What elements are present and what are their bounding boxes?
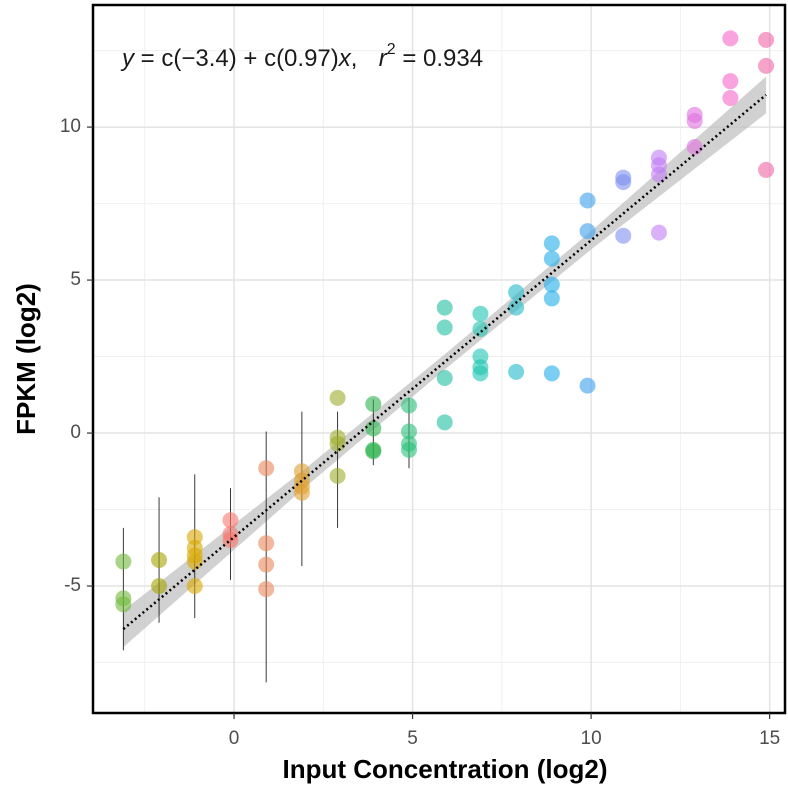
fit-line: [122, 93, 767, 631]
point: [222, 512, 239, 529]
point: [579, 377, 596, 394]
annotation-part: = 0.934: [396, 45, 483, 72]
confidence-band: [123, 76, 767, 648]
point: [615, 227, 632, 244]
point: [436, 369, 453, 386]
point: [436, 414, 453, 431]
point: [650, 166, 667, 183]
point: [543, 250, 560, 267]
point: [543, 290, 560, 307]
point: [508, 363, 525, 380]
point: [758, 161, 775, 178]
point: [543, 365, 560, 382]
point: [508, 284, 525, 301]
annotation-part: 2: [387, 41, 396, 58]
x-tick-label: 10: [581, 728, 602, 749]
point: [329, 467, 346, 484]
point: [543, 276, 560, 293]
point: [543, 235, 560, 252]
point: [401, 441, 418, 458]
point: [365, 443, 382, 460]
point: [722, 30, 739, 47]
point: [365, 395, 382, 412]
point: [186, 578, 203, 595]
annotation-part: x: [338, 45, 352, 72]
point: [115, 596, 132, 613]
y-tick-label: -5: [64, 575, 81, 596]
annotation-part: = c(−3.4) + c(0.97): [134, 45, 339, 72]
annotation-part: y: [120, 45, 136, 72]
point: [151, 552, 168, 569]
point: [686, 138, 703, 155]
y-tick-label: 5: [70, 269, 81, 290]
point: [258, 535, 275, 552]
marks: [115, 30, 775, 683]
point: [436, 299, 453, 316]
point: [758, 57, 775, 74]
x-tick-label: 5: [407, 728, 418, 749]
grid: [93, 5, 785, 713]
x-tick-label: 15: [759, 728, 780, 749]
point: [650, 224, 667, 241]
point: [186, 553, 203, 570]
point: [293, 484, 310, 501]
point: [365, 420, 382, 437]
point: [436, 319, 453, 336]
x-tick-label: 0: [229, 728, 240, 749]
point: [258, 556, 275, 573]
annotation: y = c(−3.4) + c(0.97)x, r2 = 0.934: [120, 41, 483, 72]
y-tick-label: 0: [70, 422, 81, 443]
point: [258, 581, 275, 598]
point: [472, 365, 489, 382]
point: [472, 321, 489, 338]
y-tick-label: 10: [60, 116, 81, 137]
point: [722, 90, 739, 107]
annotation-part: r: [379, 45, 388, 72]
point: [115, 553, 132, 570]
annotation-part: ,: [351, 45, 371, 72]
point: [579, 192, 596, 209]
point: [579, 223, 596, 240]
point: [401, 397, 418, 414]
point: [472, 305, 489, 322]
x-axis-title: Input Concentration (log2): [283, 754, 608, 784]
y-axis-title: FPKM (log2): [11, 283, 41, 435]
point: [329, 389, 346, 406]
point: [151, 578, 168, 595]
point: [222, 532, 239, 549]
point: [258, 460, 275, 477]
point: [722, 73, 739, 90]
point: [758, 31, 775, 48]
point: [401, 423, 418, 440]
point: [329, 435, 346, 452]
point: [508, 299, 525, 316]
panel-border: [91, 3, 787, 715]
point: [615, 174, 632, 191]
point: [686, 112, 703, 129]
